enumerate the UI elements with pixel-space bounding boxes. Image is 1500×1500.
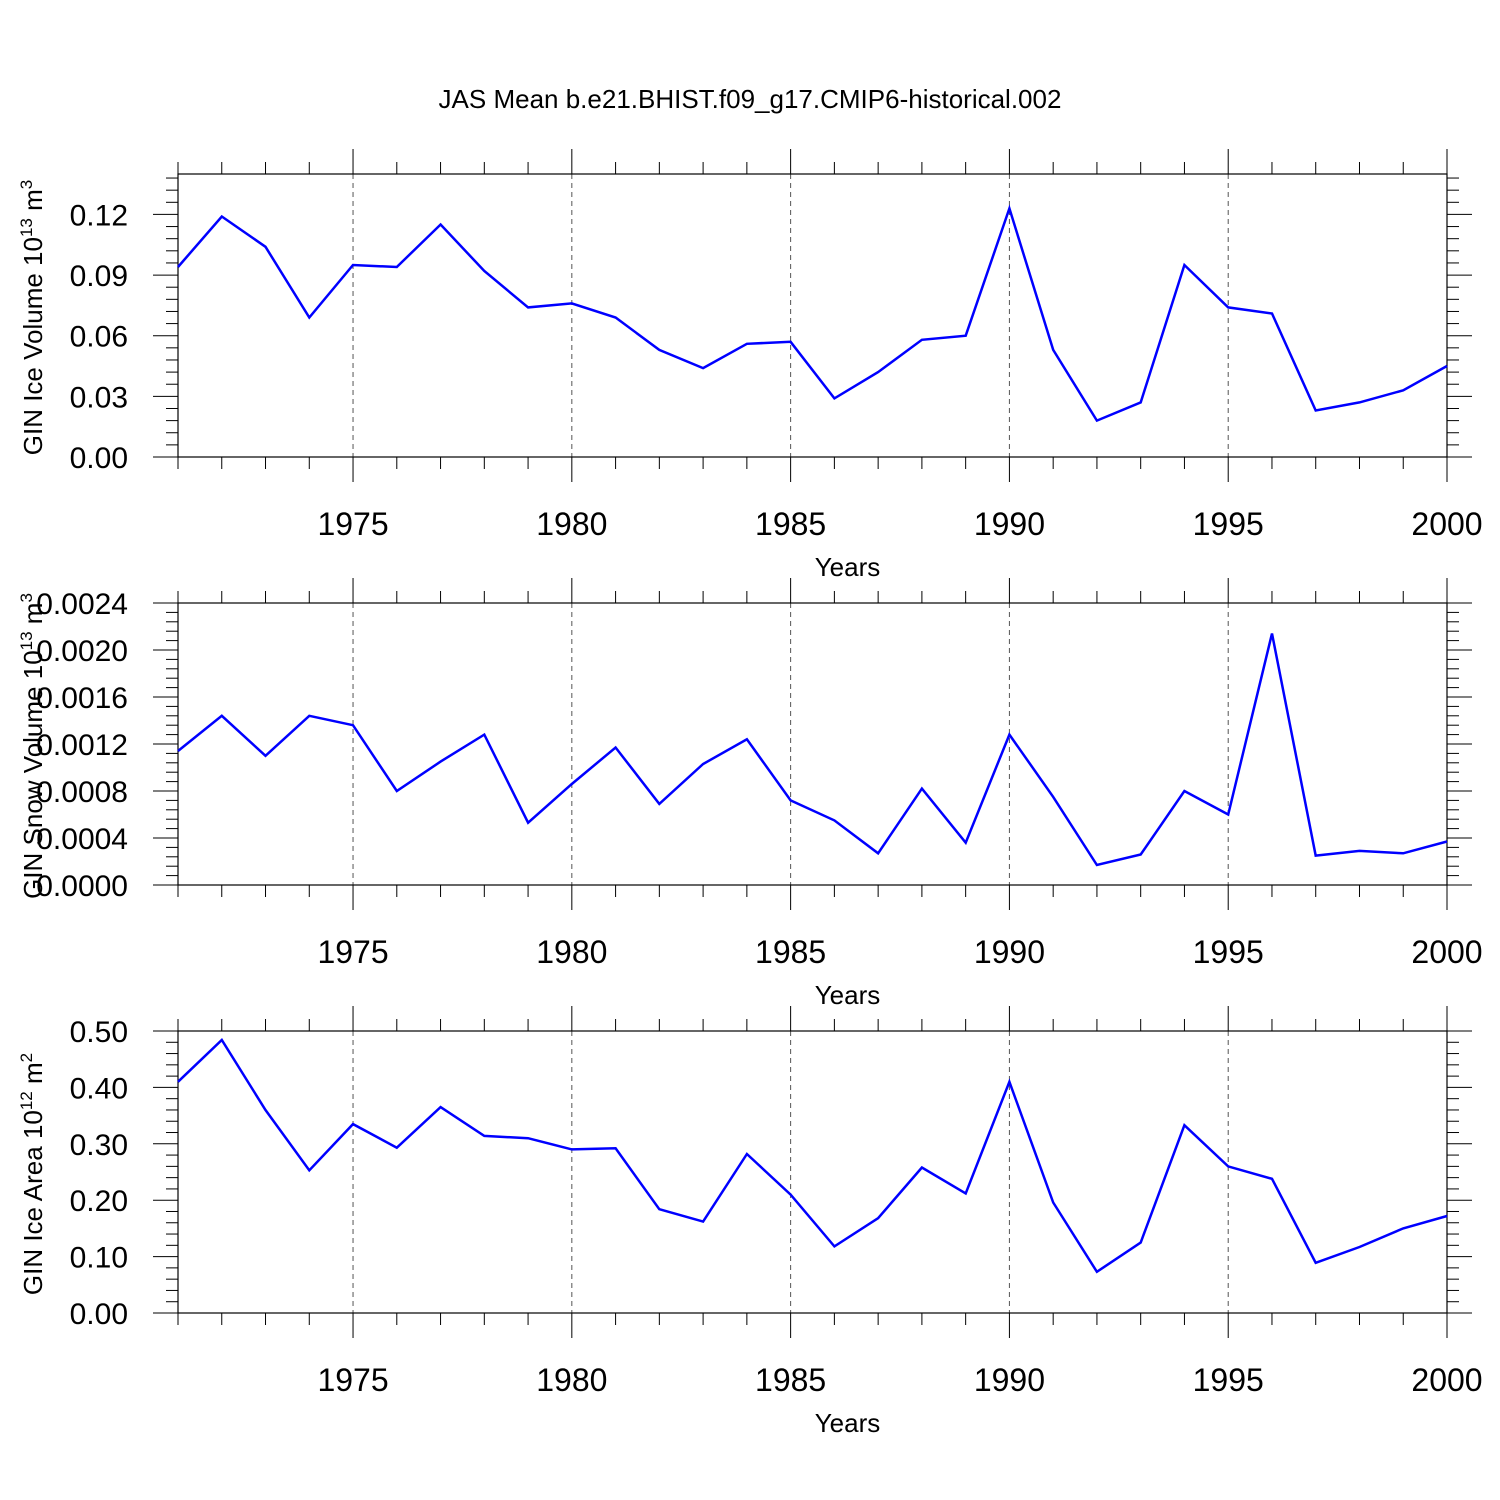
x-tick-label: 2000 [1411,506,1482,542]
y-axis-label: GIN Ice Volume 1013 m3 [17,180,48,456]
series-line [177,204,1448,423]
y-tick-label: 0.03 [70,381,128,414]
x-tick-label: 1990 [974,934,1045,970]
y-tick-label: 0.10 [70,1242,128,1275]
y-tick-label: 0.0000 [36,870,128,903]
x-tick-label: 1980 [536,506,607,542]
x-tick-label: 2000 [1411,1362,1482,1398]
x-tick-label: 1980 [536,934,607,970]
y-tick-label: 0.0016 [36,682,128,715]
y-tick-label: 0.30 [70,1129,128,1162]
y-tick-label: 0.00 [70,1298,128,1331]
x-axis-label: Years [815,980,881,1010]
y-axis-label: GIN Ice Area 1012 m2 [17,1053,48,1295]
y-tick-label: 0.0012 [36,729,128,762]
panel-2: 0.0000 0.0004 0.0008 0.0012 0.0016 0.0020 0.00… [17,578,1483,1010]
y-tick-label: 0.0004 [36,823,128,856]
plot-frame [177,173,1448,458]
y-tick-label: 0.0024 [36,588,128,621]
panel-1: 0.00 0.03 0.06 0.09 0.12 1975 1980 1985 1990 1995… [17,149,1483,582]
series-line [177,1038,1448,1274]
x-tick-label: 1985 [755,1362,826,1398]
y-axis-label-group: GIN Ice Volume 1013 m3 [17,180,48,456]
x-tick-label: 1985 [755,506,826,542]
y-axis-label: GIN Snow Volume 1013 m3 [17,593,48,899]
x-tick-label: 1995 [1193,1362,1264,1398]
y-axis-label-group: GIN Snow Volume 1013 m3 [17,593,48,899]
y-tick-label: 0.50 [70,1016,128,1049]
x-tick-label: 1975 [317,934,388,970]
series-line [177,633,1448,867]
y-tick-label: 0.0008 [36,776,128,809]
y-tick-label: 0.20 [70,1185,128,1218]
x-tick-label: 1995 [1193,506,1264,542]
x-tick-label: 1995 [1193,934,1264,970]
x-tick-label: 1990 [974,1362,1045,1398]
page-title: JAS Mean b.e21.BHIST.f09_g17.CMIP6-histo… [438,84,1062,114]
x-tick-label: 1990 [974,506,1045,542]
x-tick-label: 2000 [1411,934,1482,970]
x-tick-label: 1975 [317,1362,388,1398]
y-tick-label: 0.09 [70,260,128,293]
x-tick-label: 1975 [317,506,388,542]
plot-frame [177,1030,1448,1314]
y-tick-label: 0.06 [70,321,128,354]
y-tick-label: 0.40 [70,1072,128,1105]
panel-3: 0.00 0.10 0.20 0.30 0.40 0.50 1975 1980 1985 1990… [17,1006,1483,1438]
y-tick-label: 0.0020 [36,635,128,668]
y-axis-label-group: GIN Ice Area 1012 m2 [17,1053,48,1295]
x-tick-label: 1985 [755,934,826,970]
x-axis-label: Years [815,552,881,582]
y-tick-label: 0.00 [70,442,128,475]
x-axis-label: Years [815,1408,881,1438]
y-tick-label: 0.12 [70,199,128,232]
x-tick-label: 1980 [536,1362,607,1398]
plot-frame [177,602,1448,886]
